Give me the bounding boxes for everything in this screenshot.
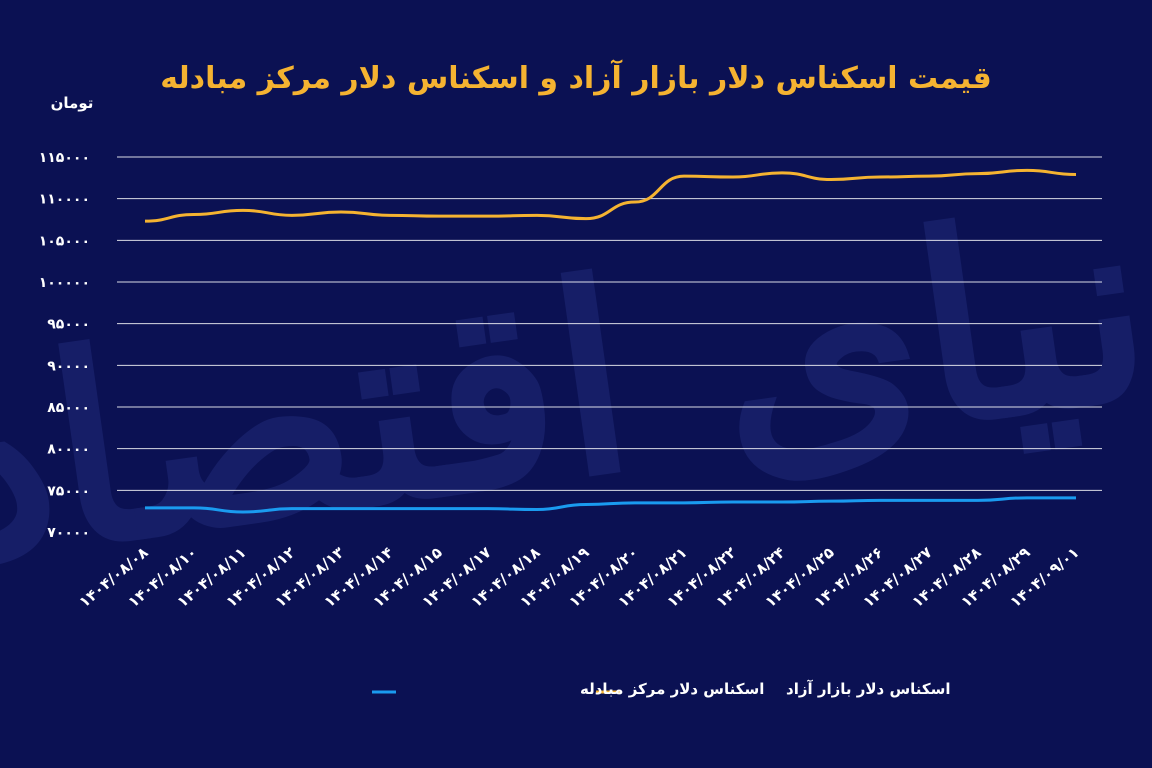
- y-tick-label: ۹۰۰۰۰: [47, 358, 90, 374]
- y-tick-label: ۱۱۵۰۰۰: [39, 150, 90, 166]
- y-tick-label: ۱۰۵۰۰۰: [39, 233, 90, 249]
- y-tick-label: ۱۱۰۰۰۰: [39, 192, 90, 208]
- y-tick-label: ۱۰۰۰۰۰: [39, 275, 90, 291]
- legend-label-exchange-center: اسکناس دلار مرکز مبادله: [580, 680, 764, 698]
- series-lines: [144, 168, 1077, 514]
- y-tick-label: ۸۵۰۰۰: [47, 400, 90, 416]
- gridlines: [117, 156, 1102, 491]
- y-tick-label: ۷۵۰۰۰: [47, 483, 90, 499]
- y-tick-label: ۹۵۰۰۰: [47, 317, 90, 333]
- legend-label-free-market: اسکناس دلار بازار آزاد: [786, 680, 951, 698]
- y-axis-ticks: ۷۰۰۰۰ ۷۵۰۰۰ ۸۰۰۰۰ ۸۵۰۰۰ ۹۰۰۰۰ ۹۵۰۰۰ ۱۰۰۰۰۰ ۱۰۵۰…: [39, 150, 90, 541]
- legend: اسکناس دلار بازار آزاد اسکناس دلار مرکز …: [372, 680, 951, 698]
- y-axis-unit-label: تومان: [51, 94, 94, 112]
- chart-title: قیمت اسکناس دلار بازار آزاد و اسکناس دلا…: [160, 59, 992, 96]
- y-tick-label: ۸۰۰۰۰: [47, 442, 90, 458]
- y-tick-label: ۷۰۰۰۰: [47, 525, 90, 541]
- series-line-exchange-center: [144, 496, 1076, 514]
- series-line-free-market: [144, 168, 1077, 223]
